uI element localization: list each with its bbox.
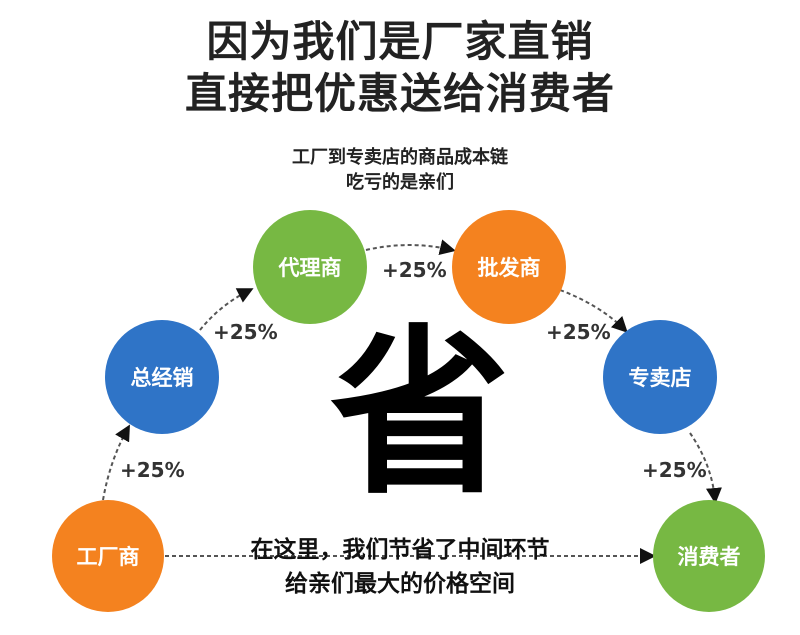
center-character: 省 xyxy=(330,310,511,519)
markup-label: +25% xyxy=(642,458,707,482)
note-line-1: 在这里，我们节省了中间环节 xyxy=(250,537,550,563)
title-line-2: 直接把优惠送给消费者 xyxy=(184,69,615,118)
node-general-distributor: 总经销 xyxy=(105,320,219,434)
arrow-wholesaler-to-store xyxy=(559,289,628,333)
arrow-agent-to-wholesaler xyxy=(365,239,456,256)
node-label: 消费者 xyxy=(677,545,741,569)
node-label: 总经销 xyxy=(130,366,194,390)
subtitle-line-1: 工厂到专卖店的商品成本链 xyxy=(292,147,508,168)
markup-label: +25% xyxy=(120,458,185,482)
markup-label: +25% xyxy=(213,320,278,344)
node-wholesaler: 批发商 xyxy=(452,210,566,324)
title-line-1: 因为我们是厂家直销 xyxy=(206,17,594,66)
node-factory: 工厂商 xyxy=(52,500,164,612)
node-consumer: 消费者 xyxy=(653,500,765,612)
arrow-distributor-to-agent xyxy=(199,288,254,331)
node-label: 工厂商 xyxy=(76,545,140,569)
subtitle-line-2: 吃亏的是亲们 xyxy=(346,172,454,193)
node-label: 代理商 xyxy=(278,256,342,280)
arrow-factory-to-distributor xyxy=(102,424,130,501)
markup-label: +25% xyxy=(546,320,611,344)
node-label: 批发商 xyxy=(477,256,541,280)
arrow-store-to-consumer xyxy=(689,432,722,504)
node-label: 专卖店 xyxy=(628,366,692,390)
node-agent: 代理商 xyxy=(253,210,367,324)
note-line-2: 给亲们最大的价格空间 xyxy=(285,571,515,597)
markup-label: +25% xyxy=(382,258,447,282)
node-store: 专卖店 xyxy=(603,320,717,434)
